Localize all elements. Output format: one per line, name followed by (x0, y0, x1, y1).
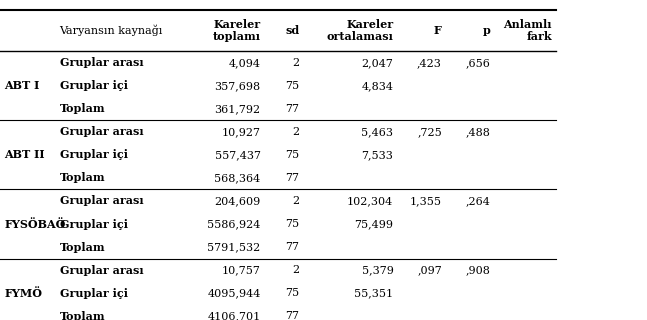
Text: 568,364: 568,364 (215, 173, 261, 183)
Text: ,725: ,725 (417, 127, 442, 137)
Text: ,656: ,656 (466, 58, 490, 68)
Text: 4,834: 4,834 (362, 81, 393, 91)
Text: 204,609: 204,609 (215, 196, 261, 206)
Text: Gruplar arası: Gruplar arası (60, 265, 143, 276)
Text: 102,304: 102,304 (347, 196, 393, 206)
Text: 5,379: 5,379 (362, 265, 393, 275)
Text: Gruplar içi: Gruplar içi (60, 149, 127, 160)
Text: Gruplar arası: Gruplar arası (60, 126, 143, 137)
Text: Kareler
toplamı: Kareler toplamı (213, 19, 261, 42)
Text: Anlamlı
fark: Anlamlı fark (503, 19, 552, 42)
Text: 7,533: 7,533 (362, 150, 393, 160)
Text: 361,792: 361,792 (215, 104, 261, 114)
Text: 4095,944: 4095,944 (208, 288, 261, 298)
Text: sd: sd (285, 25, 300, 36)
Text: 55,351: 55,351 (355, 288, 393, 298)
Text: 75: 75 (285, 219, 300, 229)
Text: Varyansın kaynağı: Varyansın kaynağı (60, 25, 163, 36)
Text: FYMÖ: FYMÖ (5, 288, 43, 299)
Text: Gruplar arası: Gruplar arası (60, 196, 143, 206)
Text: 2: 2 (292, 58, 300, 68)
Text: 75: 75 (285, 288, 300, 298)
Text: p: p (483, 25, 490, 36)
Text: Toplam: Toplam (60, 172, 105, 183)
Text: 77: 77 (285, 104, 300, 114)
Text: 2: 2 (292, 127, 300, 137)
Text: Gruplar içi: Gruplar içi (60, 80, 127, 91)
Text: ABT II: ABT II (5, 149, 45, 160)
Text: Kareler
ortalaması: Kareler ortalaması (327, 19, 393, 42)
Text: ,488: ,488 (466, 127, 490, 137)
Text: 4106,701: 4106,701 (208, 311, 261, 320)
Text: ,097: ,097 (417, 265, 442, 275)
Text: ABT I: ABT I (5, 80, 40, 91)
Text: 557,437: 557,437 (215, 150, 261, 160)
Text: 5586,924: 5586,924 (208, 219, 261, 229)
Text: 77: 77 (285, 311, 300, 320)
Text: 5,463: 5,463 (362, 127, 393, 137)
Text: 2: 2 (292, 265, 300, 275)
Text: Gruplar içi: Gruplar içi (60, 288, 127, 299)
Text: Toplam: Toplam (60, 242, 105, 252)
Text: 10,757: 10,757 (222, 265, 261, 275)
Text: 75,499: 75,499 (355, 219, 393, 229)
Text: Toplam: Toplam (60, 103, 105, 114)
Text: Gruplar arası: Gruplar arası (60, 57, 143, 68)
Text: 4,094: 4,094 (229, 58, 261, 68)
Text: 2,047: 2,047 (362, 58, 393, 68)
Text: 10,927: 10,927 (222, 127, 261, 137)
Text: ,423: ,423 (417, 58, 442, 68)
Text: 77: 77 (285, 242, 300, 252)
Text: FYSÖBAÖ: FYSÖBAÖ (5, 219, 66, 229)
Text: 2: 2 (292, 196, 300, 206)
Text: 357,698: 357,698 (215, 81, 261, 91)
Text: Gruplar içi: Gruplar içi (60, 219, 127, 229)
Text: 75: 75 (285, 81, 300, 91)
Text: F: F (434, 25, 442, 36)
Text: 5791,532: 5791,532 (208, 242, 261, 252)
Text: 1,355: 1,355 (410, 196, 442, 206)
Text: ,908: ,908 (466, 265, 490, 275)
Text: Toplam: Toplam (60, 311, 105, 320)
Text: ,264: ,264 (466, 196, 490, 206)
Text: 77: 77 (285, 173, 300, 183)
Text: 75: 75 (285, 150, 300, 160)
